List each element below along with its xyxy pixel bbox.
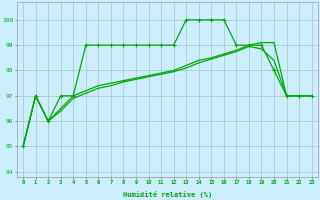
X-axis label: Humidité relative (%): Humidité relative (%) bbox=[123, 191, 212, 198]
